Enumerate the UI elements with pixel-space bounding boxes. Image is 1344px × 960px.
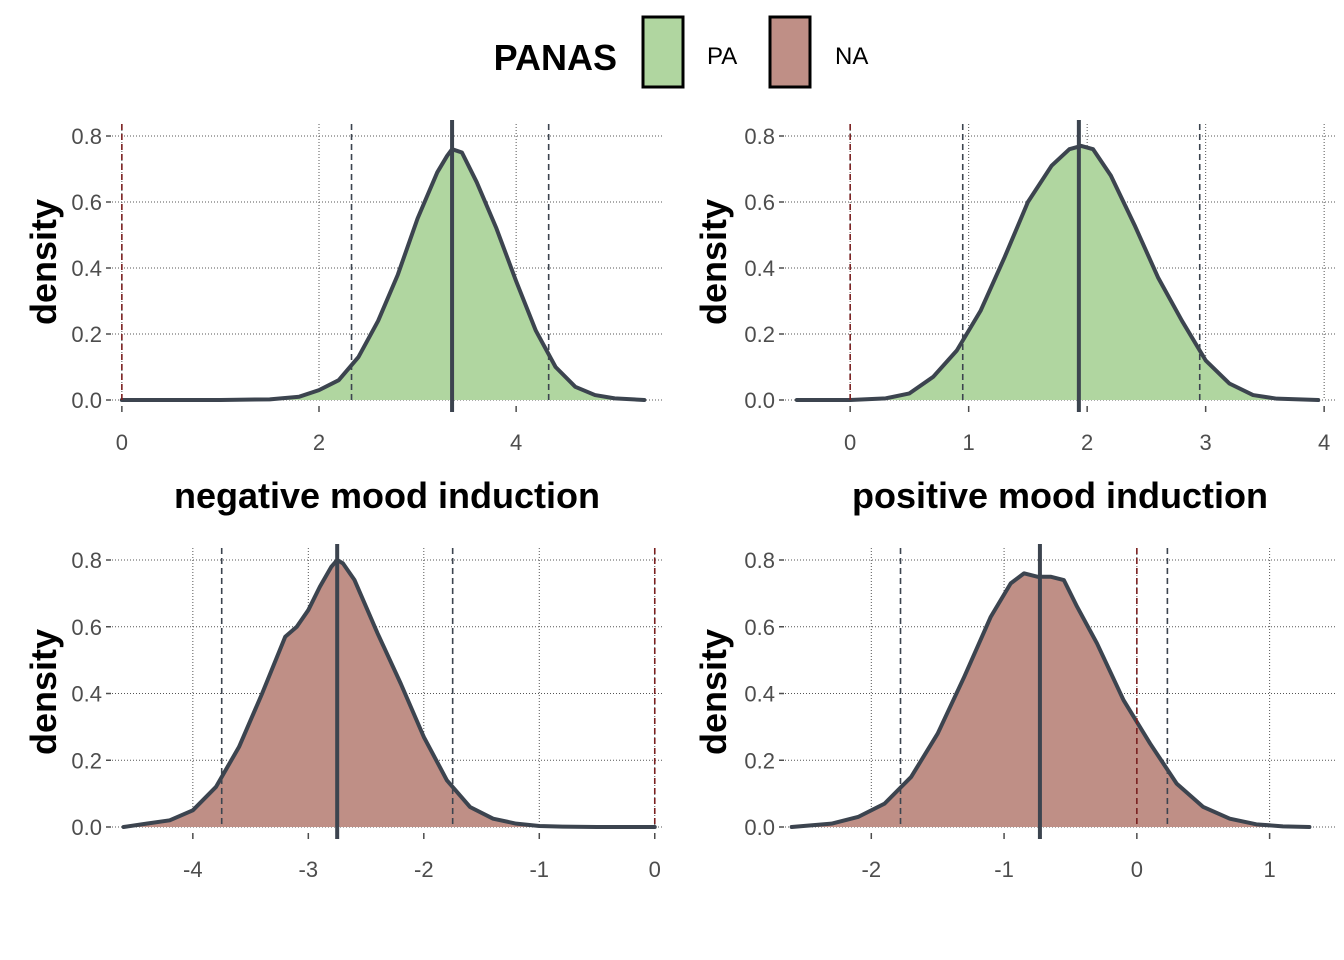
negative-mood-na-ytick-label-0: 0.0 [71, 815, 102, 840]
positive-mood-na-ytick-label-3: 0.6 [744, 615, 775, 640]
panel-positive-mood-pa: 0.0 0.2 0.4 0.6 0.8 0 1 2 3 4 density positive mood… [693, 120, 1336, 516]
positive-mood-pa-xtick-label-0: 0 [844, 430, 856, 455]
negative-mood-na-xtick-label-0: -4 [183, 857, 203, 882]
positive-mood-pa-density-area [796, 145, 1319, 400]
positive-mood-na-xtick-label-3: 1 [1263, 857, 1275, 882]
positive-mood-na-ylabel: density [693, 629, 734, 755]
positive-mood-na-ytick-label-2: 0.4 [744, 682, 775, 707]
legend-label-pa: PA [707, 43, 737, 70]
panel-negative-mood-na: 0.0 0.2 0.4 0.6 0.8 -4 -3 -2 -1 0 density [23, 544, 664, 882]
negative-mood-pa-ytick-label-1: 0.2 [71, 322, 102, 347]
positive-mood-pa-ytick-label-1: 0.2 [744, 322, 775, 347]
negative-mood-pa-ylabel: density [23, 199, 64, 325]
positive-mood-na-xtick-label-2: 0 [1131, 857, 1143, 882]
negative-mood-na-density-area [123, 560, 655, 827]
positive-mood-na-ytick-label-1: 0.2 [744, 748, 775, 773]
positive-mood-na-ytick-label-4: 0.8 [744, 548, 775, 573]
positive-mood-pa-xlabel: positive mood induction [852, 475, 1268, 516]
legend-label-na: NA [835, 43, 868, 70]
positive-mood-pa-ytick-label-0: 0.0 [744, 388, 775, 413]
positive-mood-pa-ytick-label-3: 0.6 [744, 190, 775, 215]
negative-mood-pa-ytick-label-2: 0.4 [71, 256, 102, 281]
negative-mood-na-xtick-label-4: 0 [649, 857, 661, 882]
negative-mood-pa-xtick-label-0: 0 [116, 430, 128, 455]
negative-mood-pa-ytick-label-4: 0.8 [71, 124, 102, 149]
positive-mood-pa-ytick-label-4: 0.8 [744, 124, 775, 149]
legend-key-na [768, 15, 812, 89]
negative-mood-pa-ytick-label-0: 0.0 [71, 388, 102, 413]
negative-mood-pa-xtick-label-2: 4 [510, 430, 522, 455]
positive-mood-na-density-outline [789, 571, 1312, 829]
negative-mood-na-xtick-label-2: -2 [414, 857, 434, 882]
legend-entry-pa: PA [641, 15, 737, 89]
negative-mood-pa-density-outline [119, 147, 647, 402]
positive-mood-na-xtick-label-1: -1 [994, 857, 1014, 882]
positive-mood-na-xtick-label-0: -2 [862, 857, 882, 882]
positive-mood-pa-ylabel: density [693, 199, 734, 325]
negative-mood-na-xtick-label-1: -3 [299, 857, 319, 882]
negative-mood-na-ytick-label-3: 0.6 [71, 615, 102, 640]
positive-mood-na-ytick-label-0: 0.0 [744, 815, 775, 840]
negative-mood-na-ytick-label-1: 0.2 [71, 748, 102, 773]
legend-title: PANAS [494, 37, 617, 78]
legend: PANAS PA NA [494, 15, 868, 89]
positive-mood-pa-xtick-label-1: 1 [963, 430, 975, 455]
negative-mood-na-density-outline [121, 558, 657, 829]
negative-mood-na-ylabel: density [23, 629, 64, 755]
negative-mood-pa-xtick-label-1: 2 [313, 430, 325, 455]
negative-mood-pa-ytick-label-3: 0.6 [71, 190, 102, 215]
positive-mood-pa-ytick-label-2: 0.4 [744, 256, 775, 281]
panel-negative-mood-pa: 0.0 0.2 0.4 0.6 0.8 0 2 4 density negative mood i… [23, 120, 664, 516]
positive-mood-pa-xtick-label-2: 2 [1081, 430, 1093, 455]
legend-key-pa [641, 15, 685, 89]
legend-entry-na: NA [768, 15, 868, 89]
panel-positive-mood-na: 0.0 0.2 0.4 0.6 0.8 -2 -1 0 1 density [693, 544, 1336, 882]
negative-mood-pa-density-area [121, 149, 645, 400]
negative-mood-na-xtick-label-3: -1 [529, 857, 549, 882]
negative-mood-na-ytick-label-2: 0.4 [71, 682, 102, 707]
positive-mood-pa-xtick-label-4: 4 [1318, 430, 1330, 455]
negative-mood-pa-xlabel: negative mood induction [174, 475, 600, 516]
positive-mood-pa-density-outline [794, 143, 1321, 402]
positive-mood-pa-xtick-label-3: 3 [1200, 430, 1212, 455]
negative-mood-na-ytick-label-4: 0.8 [71, 548, 102, 573]
